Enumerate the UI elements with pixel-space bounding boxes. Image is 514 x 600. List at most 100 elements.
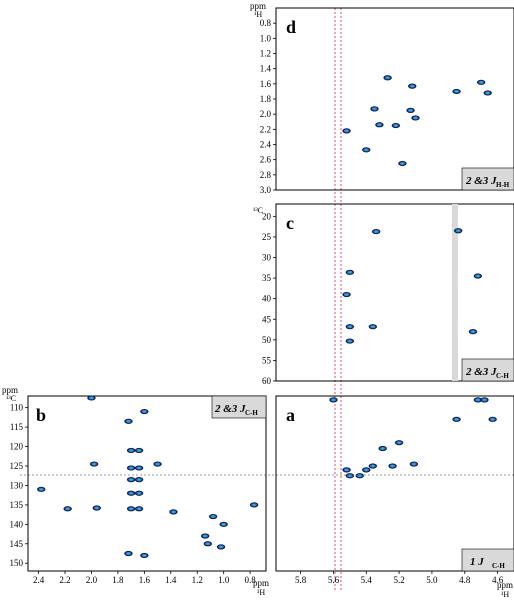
peak-d-4 (383, 75, 392, 81)
peak-b-14 (89, 461, 99, 467)
x-tick-b-1: 2.2 (59, 571, 71, 585)
peak-b-1 (126, 447, 136, 454)
panel-c-letter: c (286, 213, 294, 233)
panel-d-corner-label: 2 &3 J H-H (461, 167, 514, 191)
y-tick-d-3: 1.4 (260, 64, 276, 74)
peak-b-17 (37, 486, 46, 492)
y-tick-d-2: 1.2 (260, 49, 276, 59)
svg-text:5.0: 5.0 (426, 575, 438, 585)
peak-c-8 (468, 329, 478, 335)
y-tick-b-2: 120 (10, 442, 28, 452)
peak-a-13 (378, 445, 387, 452)
panel-b-frame (27, 395, 267, 572)
svg-text:35: 35 (262, 273, 272, 283)
svg-text:20: 20 (262, 211, 272, 221)
svg-text:1 J: 1 J (470, 556, 484, 568)
peak-a-0 (345, 473, 355, 479)
x-tick-b-4: 1.6 (139, 571, 150, 585)
peak-c-3 (345, 338, 355, 344)
peak-b-8 (134, 477, 144, 483)
peaks-layer (37, 75, 497, 559)
x-tick-b-3: 1.8 (112, 571, 124, 585)
svg-text:45: 45 (262, 314, 272, 324)
svg-text:55: 55 (262, 355, 272, 365)
x-tick-b-7: 1.0 (218, 571, 230, 585)
panel-d-unit-top: ppm (250, 1, 266, 11)
peak-a-10 (488, 416, 497, 422)
x-tick-b-0: 2.4 (33, 571, 45, 585)
svg-text:25: 25 (262, 232, 272, 242)
panel-d-unit-nucleus: ¹H (254, 10, 262, 19)
y-tick-d-5: 1.8 (260, 94, 276, 104)
peak-d-10 (452, 88, 461, 95)
y-tick-b-8: 150 (10, 558, 28, 568)
svg-text:2.2: 2.2 (59, 575, 70, 585)
peak-b-22 (219, 521, 228, 527)
peak-d-0 (342, 128, 351, 134)
svg-text:C-H: C-H (496, 372, 509, 380)
svg-text:0.8: 0.8 (245, 575, 257, 585)
y-tick-b-3: 125 (10, 461, 28, 471)
peak-d-5 (391, 122, 401, 129)
panel-c-corner-label: 2 &3 J C-H (461, 358, 514, 382)
svg-text:5.2: 5.2 (393, 575, 404, 585)
peak-a-4 (368, 463, 378, 469)
x-tick-a-3: 5.2 (393, 571, 405, 585)
peak-d-7 (406, 107, 415, 113)
peak-d-8 (408, 83, 417, 89)
svg-text:C-H: C-H (245, 409, 258, 417)
svg-text:1.4: 1.4 (165, 575, 177, 585)
y-tick-c-6: 50 (262, 335, 276, 345)
svg-text:2 &3 J: 2 &3 J (465, 366, 497, 378)
svg-text:125: 125 (10, 461, 24, 471)
peak-b-25 (87, 395, 96, 401)
y-tick-d-4: 1.6 (260, 79, 276, 89)
y-tick-b-0: 110 (10, 403, 28, 413)
svg-text:50: 50 (262, 335, 272, 345)
peak-d-12 (483, 90, 492, 96)
peak-d-1 (362, 147, 371, 153)
svg-text:40: 40 (262, 294, 272, 304)
peak-b-0 (124, 418, 133, 424)
peak-c-4 (371, 228, 381, 235)
peak-a-1 (355, 473, 364, 479)
ticks-layer: 0.8 1.0 1.2 1.4 1.6 1.8 2.0 2.2 2.4 2.6 2.8 3.0 20 25… (10, 18, 504, 585)
y-tick-d-9: 2.6 (260, 155, 276, 165)
peak-b-24 (249, 502, 259, 508)
peak-a-8 (480, 397, 489, 403)
peak-d-2 (370, 106, 379, 112)
svg-text:120: 120 (10, 442, 24, 452)
peak-b-21 (208, 513, 218, 520)
y-tick-d-7: 2.2 (260, 124, 276, 134)
peak-b-26 (140, 552, 149, 559)
y-tick-c-7: 55 (262, 355, 276, 365)
svg-text:110: 110 (10, 403, 24, 413)
peak-a-3 (342, 467, 351, 473)
svg-text:5.8: 5.8 (295, 575, 307, 585)
panel-b-corner-label: 2 &3 J C-H (211, 395, 267, 419)
peak-d-3 (375, 122, 384, 128)
svg-text:5.4: 5.4 (361, 575, 373, 585)
peak-b-3 (126, 477, 136, 483)
y-tick-c-5: 45 (262, 314, 276, 324)
x-tick-a-5: 4.8 (459, 571, 471, 585)
x-tick-a-6: 4.6 (492, 571, 504, 585)
svg-text:2.6: 2.6 (260, 155, 272, 165)
svg-text:1.0: 1.0 (260, 33, 272, 43)
panel-b-unit-nucleus: ¹³C (6, 394, 16, 403)
y-tick-b-7: 145 (10, 539, 28, 549)
svg-text:5.6: 5.6 (328, 575, 340, 585)
peak-b-12 (140, 408, 149, 415)
panel-a-corner-label: 1 J C-H (461, 548, 514, 572)
panel-a-letter: a (286, 405, 295, 425)
svg-text:1.6: 1.6 (260, 79, 272, 89)
svg-text:1.0: 1.0 (218, 575, 230, 585)
svg-text:1.8: 1.8 (260, 94, 272, 104)
peak-b-13 (153, 461, 162, 467)
peak-b-9 (134, 490, 144, 496)
peak-b-11 (124, 550, 133, 557)
peak-a-6 (409, 461, 419, 467)
x-tick-b-6: 1.2 (192, 571, 203, 585)
peak-b-18 (169, 509, 178, 515)
panel-a-x-unit: ppm (497, 580, 513, 590)
